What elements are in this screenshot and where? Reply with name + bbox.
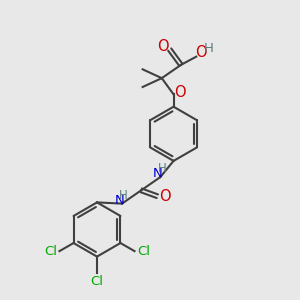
- Text: O: O: [195, 45, 206, 60]
- Text: Cl: Cl: [44, 244, 57, 258]
- Text: O: O: [174, 85, 186, 100]
- Text: Cl: Cl: [91, 275, 103, 288]
- Text: Cl: Cl: [137, 244, 150, 258]
- Text: H: H: [158, 162, 166, 175]
- Text: O: O: [158, 39, 169, 54]
- Text: H: H: [204, 42, 214, 55]
- Text: N: N: [153, 167, 163, 180]
- Text: N: N: [115, 194, 124, 207]
- Text: H: H: [119, 189, 128, 202]
- Text: O: O: [159, 189, 170, 204]
